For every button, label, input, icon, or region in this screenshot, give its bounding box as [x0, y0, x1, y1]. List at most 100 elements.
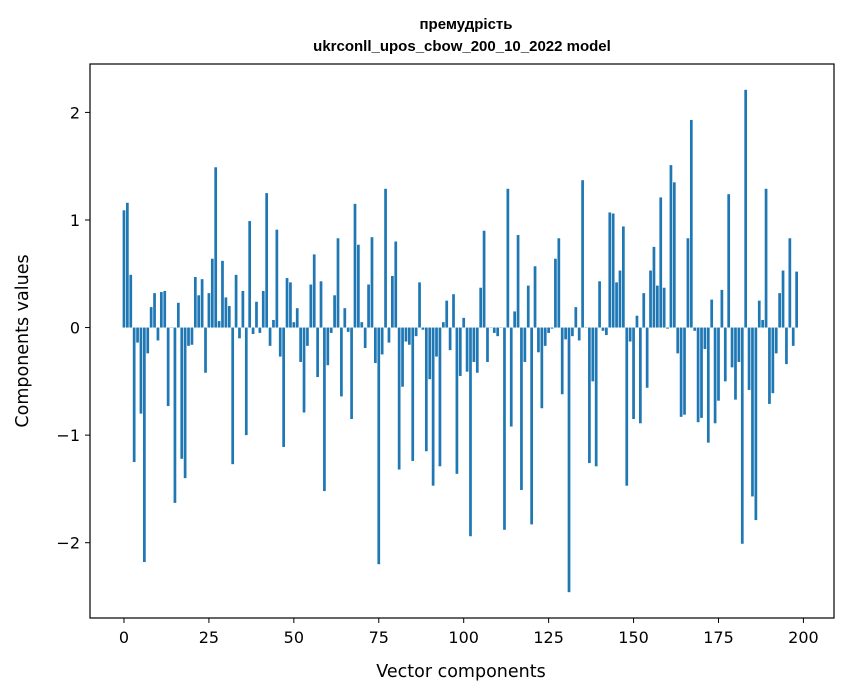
bar	[605, 327, 608, 336]
bar	[407, 327, 411, 345]
bar	[258, 327, 262, 333]
bar-series	[122, 89, 798, 593]
bar	[227, 306, 231, 328]
bar	[326, 327, 330, 366]
bar	[370, 237, 374, 328]
bar	[639, 327, 642, 424]
bar	[764, 188, 768, 328]
bar	[136, 327, 139, 343]
bar	[156, 327, 160, 341]
y-axis-ticks: −2 −1 0 1 2	[56, 103, 90, 553]
bar	[774, 327, 778, 354]
y-tick-label: 1	[70, 211, 80, 230]
bar	[333, 295, 336, 328]
bar	[224, 297, 228, 328]
bar	[217, 321, 221, 328]
bar	[666, 327, 669, 329]
bar	[122, 210, 126, 328]
bar	[397, 327, 401, 470]
bar	[414, 327, 418, 337]
bar	[540, 327, 544, 409]
bar	[149, 307, 153, 328]
bar	[363, 327, 367, 348]
bar	[618, 270, 622, 328]
bar	[428, 327, 432, 380]
bar	[482, 230, 486, 328]
bar	[316, 327, 319, 378]
bar	[469, 327, 472, 537]
bar	[268, 327, 272, 346]
bar	[241, 290, 245, 328]
bar	[652, 246, 656, 328]
bar	[465, 327, 469, 372]
bar	[710, 299, 714, 328]
bar	[598, 281, 601, 328]
bar	[564, 327, 567, 340]
y-tick-label: 2	[70, 103, 80, 122]
bar	[251, 327, 255, 334]
bar	[622, 226, 625, 328]
bar	[248, 221, 252, 328]
bar	[475, 327, 479, 373]
bar	[394, 241, 398, 328]
x-tick-label: 25	[199, 628, 219, 647]
x-tick-label: 175	[703, 628, 734, 647]
bar	[455, 327, 459, 474]
bar	[788, 238, 792, 328]
bar	[153, 293, 156, 328]
bar	[754, 327, 758, 521]
bar	[384, 188, 387, 328]
bar	[611, 213, 615, 328]
bar	[210, 258, 214, 328]
bar	[289, 282, 292, 328]
chart-title: премудрість	[420, 16, 513, 33]
chart-subtitle: ukrconll_upos_cbow_200_10_2022 model	[313, 38, 611, 55]
y-tick-label: −1	[56, 426, 80, 445]
bar	[785, 327, 788, 365]
bar	[183, 327, 187, 479]
x-axis-ticks: 0 25 50 75 100 125 150 175 200	[119, 618, 819, 647]
bar	[686, 238, 690, 328]
bar	[571, 327, 574, 337]
bar	[346, 327, 350, 332]
bar	[513, 311, 517, 328]
bar	[781, 270, 785, 328]
plot-frame	[89, 63, 835, 619]
bar	[679, 327, 683, 417]
bar	[377, 327, 381, 565]
bar	[523, 327, 527, 362]
bar	[360, 322, 364, 328]
bar	[740, 327, 744, 544]
bar	[703, 327, 707, 350]
bar	[343, 308, 347, 328]
bar	[312, 254, 316, 328]
bar	[187, 327, 190, 346]
bar	[336, 238, 340, 328]
bar	[214, 167, 218, 328]
bar	[526, 285, 530, 328]
bar	[139, 327, 143, 414]
bar	[129, 274, 133, 328]
bar	[421, 327, 425, 330]
bar	[591, 327, 595, 382]
bar	[713, 327, 717, 424]
bar	[520, 327, 523, 490]
bar	[693, 327, 697, 331]
bar	[659, 197, 663, 328]
bar	[625, 327, 629, 486]
bar	[761, 320, 765, 328]
bar	[190, 327, 194, 345]
bar	[132, 327, 136, 463]
bar	[537, 327, 540, 353]
bar	[193, 276, 197, 328]
bar	[550, 327, 554, 329]
bar	[350, 327, 353, 419]
bar	[730, 327, 734, 368]
bar	[435, 327, 438, 357]
bar	[768, 327, 771, 404]
x-tick-label: 0	[119, 628, 129, 647]
bar	[676, 327, 680, 354]
bar	[329, 327, 333, 333]
bar	[231, 327, 235, 465]
bar	[503, 327, 506, 530]
